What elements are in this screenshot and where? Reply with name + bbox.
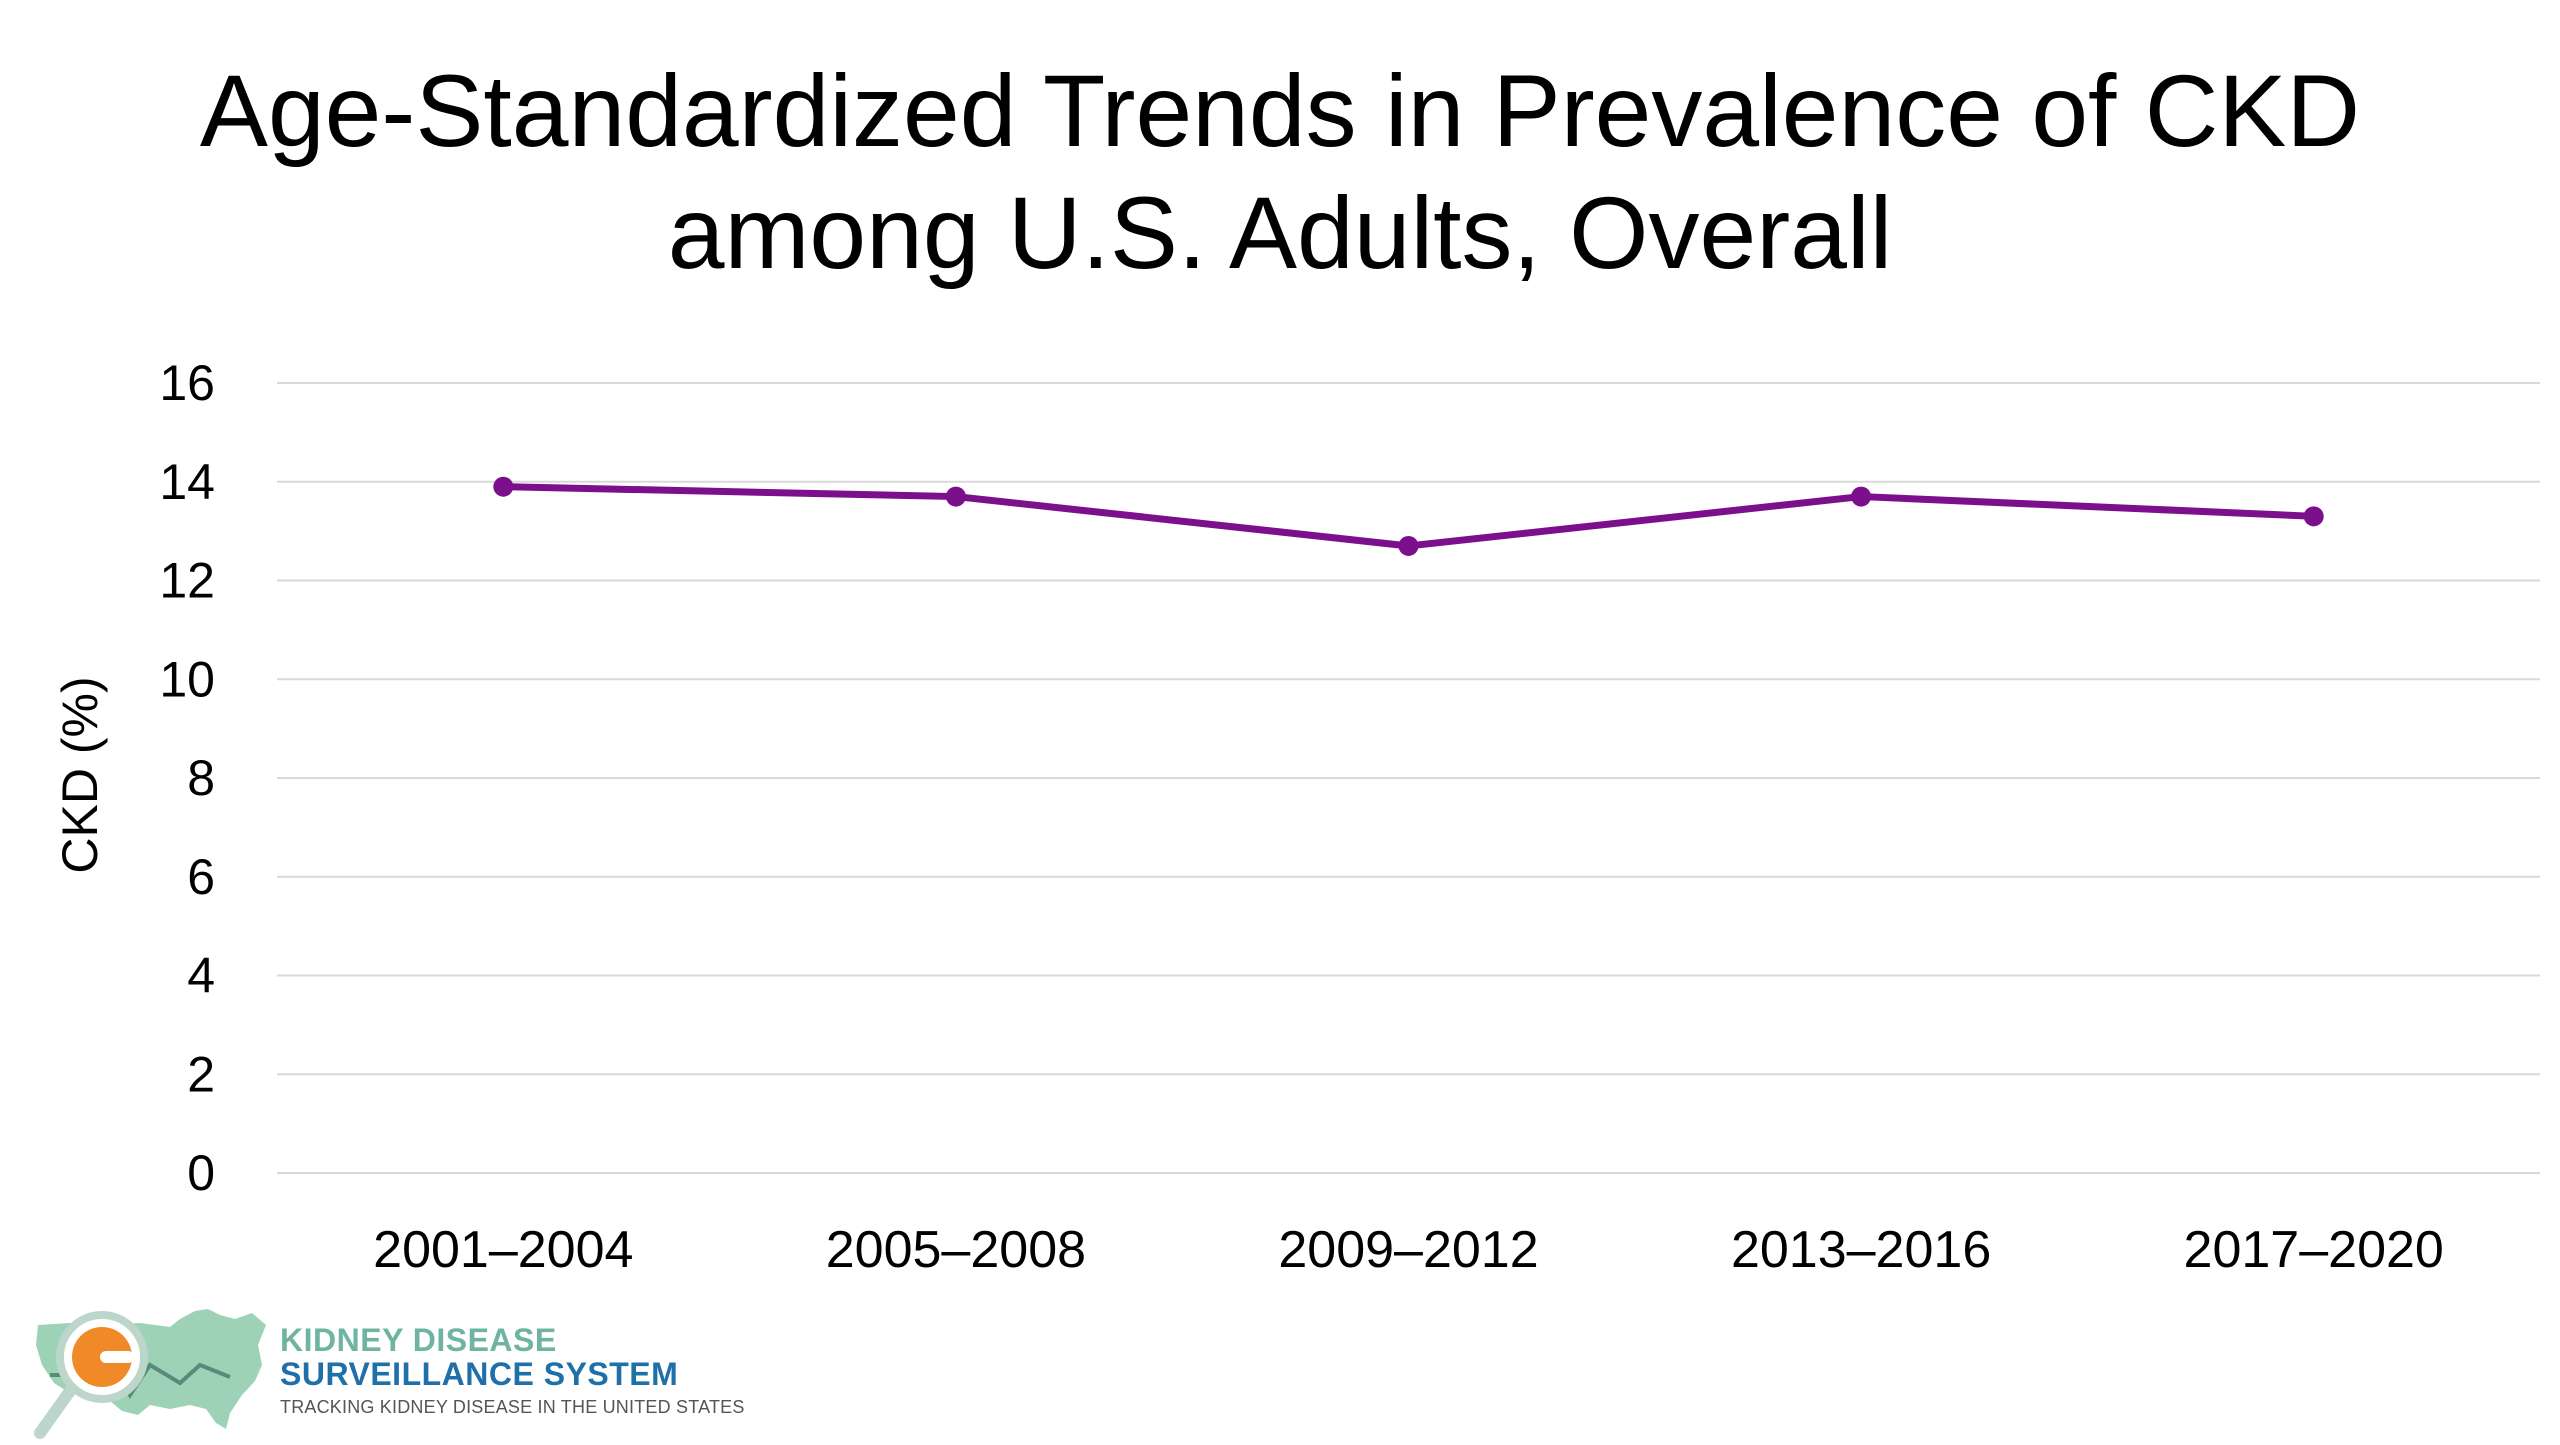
chart-title: Age-Standardized Trends in Prevalence of… <box>0 50 2560 294</box>
y-tick-label: 10 <box>159 651 215 707</box>
data-point <box>493 476 514 497</box>
x-tick-label: 2009–2012 <box>1278 1221 1538 1279</box>
y-axis-ticks: 0 2 4 6 8 10 12 14 16 <box>159 355 215 1201</box>
us-map-magnifier-icon <box>34 1309 266 1439</box>
chart-title-line-2: among U.S. Adults, Overall <box>667 176 1893 290</box>
logo-line-1: KIDNEY DISEASE <box>280 1322 557 1358</box>
x-tick-label: 2013–2016 <box>1731 1221 1991 1279</box>
y-axis-label: CKD (%) <box>52 676 108 873</box>
series-line-group <box>493 476 2324 556</box>
x-tick-label: 2017–2020 <box>2184 1221 2444 1279</box>
y-tick-label: 16 <box>159 355 215 411</box>
data-point <box>2303 506 2324 527</box>
y-tick-label: 14 <box>159 454 215 510</box>
y-tick-label: 4 <box>187 948 215 1004</box>
y-tick-label: 12 <box>159 553 215 609</box>
y-tick-label: 6 <box>187 849 215 905</box>
x-tick-label: 2001–2004 <box>373 1221 633 1279</box>
x-axis-ticks: 2001–2004 2005–2008 2009–2012 2013–2016 2017… <box>373 1221 2444 1279</box>
logo-tagline: TRACKING KIDNEY DISEASE IN THE UNITED ST… <box>280 1397 745 1417</box>
chart-title-line-1: Age-Standardized Trends in Prevalence of… <box>199 54 2361 168</box>
logo-line-2: SURVEILLANCE SYSTEM <box>280 1356 679 1392</box>
data-point <box>1851 486 1872 507</box>
line-chart: 0 2 4 6 8 10 12 14 16 2001–2004 2005–2008 2009–201… <box>52 355 2540 1279</box>
data-point <box>945 486 966 507</box>
gridlines <box>277 382 2540 1174</box>
y-tick-label: 0 <box>187 1145 215 1201</box>
data-point <box>1398 535 1419 556</box>
x-tick-label: 2005–2008 <box>826 1221 1086 1279</box>
kdss-logo: KIDNEY DISEASE SURVEILLANCE SYSTEM TRACK… <box>30 1305 744 1440</box>
y-tick-label: 8 <box>187 750 215 806</box>
y-tick-label: 2 <box>187 1046 215 1102</box>
